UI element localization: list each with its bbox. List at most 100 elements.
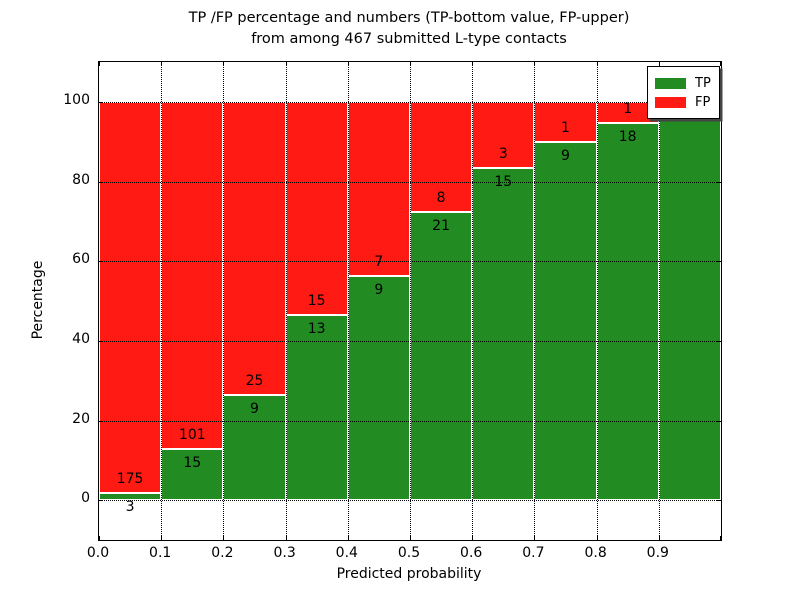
y-tick-right	[717, 261, 721, 263]
y-tick-right	[717, 181, 721, 183]
bar-count-tp: 21	[432, 217, 451, 234]
x-tick-top	[223, 62, 225, 66]
bar-segment-tp	[472, 168, 535, 501]
y-tick	[99, 261, 103, 263]
bar-segment-tp	[534, 141, 597, 501]
y-tick-label: 100	[63, 91, 90, 108]
x-tick-top	[720, 62, 721, 66]
x-tick	[472, 536, 474, 540]
chart-title-line1: TP /FP percentage and numbers (TP-bottom…	[188, 10, 630, 26]
bar-segment-fp	[223, 101, 286, 395]
bar-count-fp: 3	[498, 146, 508, 163]
bar-count-tp: 9	[374, 282, 384, 299]
x-tick-top	[410, 62, 411, 66]
plot-area: 1753101152591513798213151911819	[98, 61, 722, 541]
bar-segment-tp	[99, 493, 162, 501]
bar-segment-fp	[285, 101, 348, 316]
legend-swatch-tp	[655, 77, 686, 89]
bar-count-fp: 1	[623, 100, 633, 117]
y-tick-label: 20	[72, 410, 90, 427]
x-tick-label: 0.8	[584, 545, 607, 561]
x-tick-label: 0.9	[646, 545, 669, 561]
x-tick-label: 0.4	[335, 545, 358, 561]
bar-count-tp: 9	[250, 400, 259, 417]
gridline-x	[223, 62, 225, 540]
y-tick-right	[717, 500, 721, 502]
bar-count-fp: 7	[374, 254, 384, 271]
x-tick-label: 0.3	[273, 545, 296, 561]
x-tick-top	[285, 62, 287, 66]
gridline-x	[596, 62, 598, 540]
bar-count-tp: 3	[125, 499, 135, 516]
bar-segment-tp	[658, 101, 721, 501]
x-tick	[534, 536, 536, 540]
y-tick	[99, 420, 103, 422]
bar-count-fp: 175	[116, 471, 144, 488]
gridline-x	[410, 62, 411, 540]
gridline-y	[99, 261, 721, 263]
y-tick	[99, 340, 103, 342]
gridline-y	[99, 181, 721, 183]
x-tick-top	[347, 62, 349, 66]
bar-segment-fp	[161, 101, 224, 449]
y-tick	[99, 181, 103, 183]
bar-count-fp: 101	[178, 426, 206, 443]
x-tick	[99, 536, 100, 540]
x-tick-label: 0.1	[149, 545, 172, 561]
x-tick-label: 0.7	[522, 545, 545, 561]
gridline-y	[99, 101, 721, 103]
y-axis-label: Percentage	[30, 260, 46, 340]
bar-count-fp: 15	[307, 293, 326, 310]
x-tick-top	[596, 62, 598, 66]
legend-item-tp: TP	[655, 74, 711, 92]
legend-swatch-fp	[655, 96, 686, 108]
x-tick	[161, 536, 163, 540]
x-tick-label: 0.5	[397, 545, 421, 561]
x-tick-top	[534, 62, 536, 66]
gridline-x	[347, 62, 349, 540]
bar-segment-tp	[347, 276, 410, 501]
gridline-y	[99, 500, 721, 502]
x-tick	[720, 536, 721, 540]
legend-label-tp: TP	[695, 75, 711, 91]
y-tick-right	[717, 420, 721, 422]
gridline-x	[534, 62, 536, 540]
x-tick-label: 0.2	[211, 545, 234, 561]
bar-count-tp: 18	[618, 128, 637, 145]
chart-title: TP /FP percentage and numbers (TP-bottom…	[98, 8, 720, 50]
x-tick	[285, 536, 287, 540]
legend-label-fp: FP	[695, 94, 711, 110]
y-tick-label: 40	[72, 330, 90, 347]
x-tick-label: 0.6	[460, 545, 483, 561]
y-tick	[99, 500, 103, 502]
legend-item-fp: FP	[655, 93, 711, 111]
gridline-y	[99, 420, 721, 422]
gridline-y	[99, 340, 721, 342]
bar-segment-tp	[410, 211, 473, 501]
x-tick	[410, 536, 411, 540]
gridline-x	[658, 62, 660, 540]
y-tick-label: 0	[81, 490, 90, 507]
bar-count-tp: 9	[561, 147, 570, 164]
x-tick-top	[472, 62, 474, 66]
x-tick-top	[161, 62, 163, 66]
bar-count-fp: 25	[245, 372, 264, 389]
bar-count-tp: 13	[307, 321, 326, 338]
bar-segment-fp	[99, 101, 162, 494]
bar-count-tp: 15	[183, 454, 202, 471]
gridline-x	[285, 62, 287, 540]
chart-title-line2: from among 467 submitted L-type contacts	[251, 31, 567, 47]
y-tick-label: 80	[72, 171, 90, 188]
x-tick	[658, 536, 660, 540]
x-tick-top	[99, 62, 100, 66]
gridline-x	[161, 62, 163, 540]
bar-segment-tp	[161, 448, 224, 501]
x-tick	[347, 536, 349, 540]
bar-segment-tp	[285, 315, 348, 501]
bar-segment-fp	[347, 101, 410, 277]
bar-count-fp: 1	[561, 119, 570, 136]
bar-count-fp: 8	[436, 189, 446, 206]
y-tick-right	[717, 340, 721, 342]
bar-segment-fp	[472, 101, 535, 169]
